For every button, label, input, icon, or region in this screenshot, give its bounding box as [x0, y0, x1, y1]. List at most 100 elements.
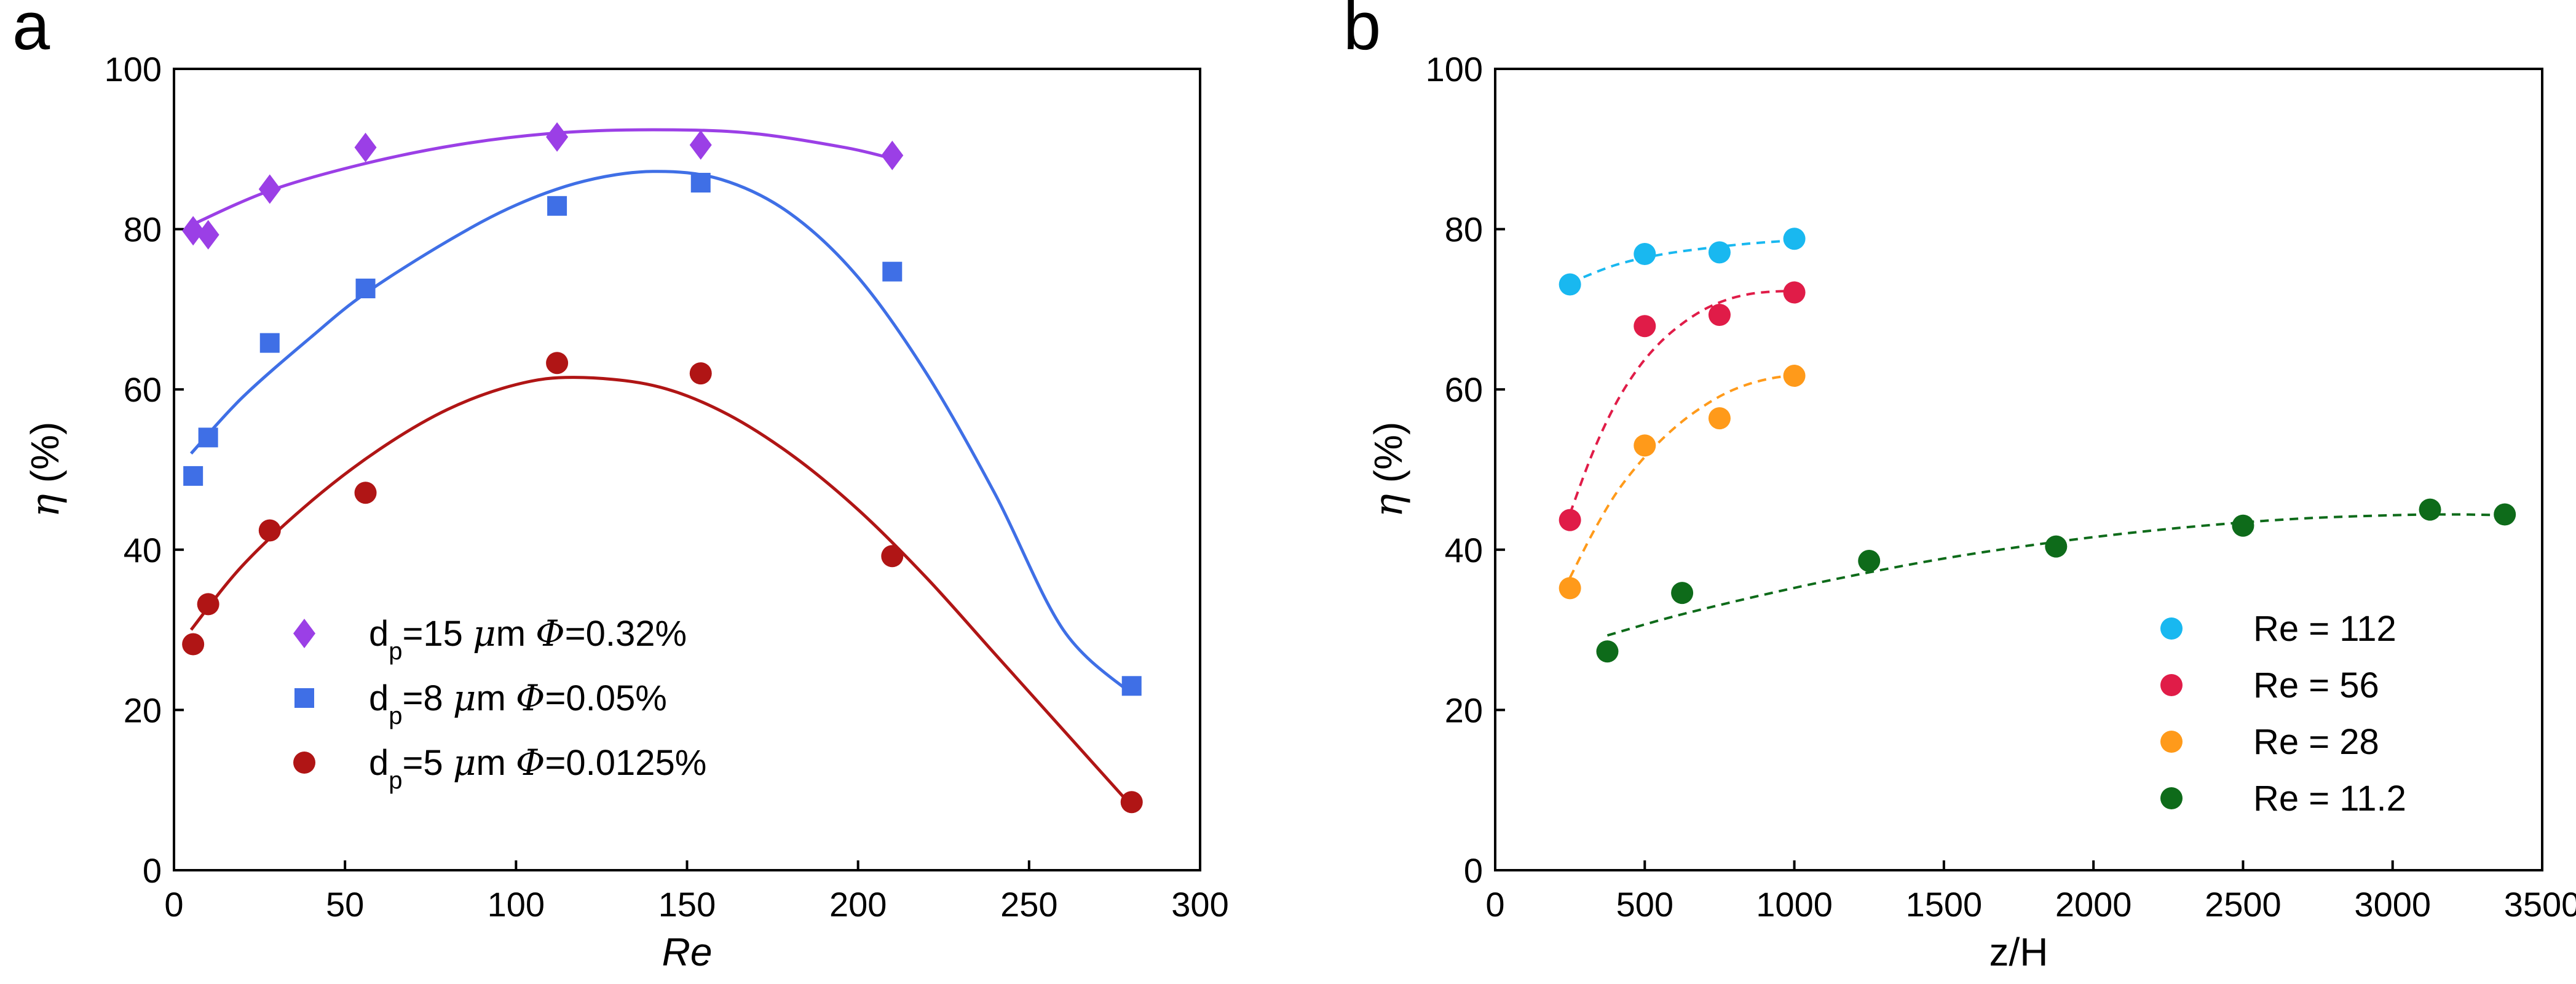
- y-tick-label: 0: [143, 851, 162, 890]
- series-2: [1559, 365, 1806, 600]
- data-point: [183, 466, 203, 486]
- data-point: [547, 196, 567, 216]
- data-point: [1596, 640, 1619, 663]
- legend-label: dp=15 μm Φ=0.32%: [369, 613, 687, 665]
- y-axis-title: η (%): [23, 422, 68, 518]
- fit-curve: [1606, 513, 2505, 637]
- y-tick-label: 20: [1445, 691, 1483, 729]
- data-point: [2419, 498, 2441, 521]
- data-point: [1858, 550, 1881, 573]
- series-1: [1559, 281, 1806, 531]
- data-point: [1120, 791, 1143, 814]
- x-tick-label: 100: [488, 885, 545, 924]
- legend-marker: [2160, 731, 2183, 753]
- series-2: [182, 352, 1143, 814]
- data-point: [1783, 365, 1806, 387]
- data-point: [197, 220, 219, 250]
- fit-curve: [189, 170, 1133, 696]
- y-tick-label: 100: [105, 50, 162, 89]
- fit-curve: [1568, 373, 1795, 579]
- x-tick-label: 1500: [1906, 885, 1983, 924]
- y-tick-label: 20: [124, 691, 162, 729]
- y-tick-label: 60: [1445, 370, 1483, 409]
- legend-marker: [2160, 617, 2183, 640]
- legend-marker: [2160, 787, 2183, 809]
- data-point: [1634, 315, 1656, 338]
- plot-frame: [1494, 68, 2543, 871]
- y-tick-label: 0: [1464, 851, 1483, 890]
- x-tick-label: 0: [164, 885, 183, 924]
- legend-label: Re = 56: [2253, 665, 2379, 705]
- y-axis-unit: (%): [23, 422, 67, 494]
- x-tick-label: 500: [1616, 885, 1673, 924]
- data-point: [197, 593, 219, 616]
- x-tick-label: 3000: [2354, 885, 2431, 924]
- data-point: [1708, 407, 1731, 430]
- data-point: [1708, 304, 1731, 327]
- chart-panel-a: a 0 50 100 150 200 250 300 0 20 40 60 80 100 Re η (%) dp…: [12, 0, 1229, 974]
- data-point: [259, 333, 280, 353]
- x-tick-label: 200: [829, 885, 887, 924]
- data-point: [354, 482, 377, 504]
- legend: Re = 112 Re = 56 Re = 28 Re = 11.2: [2160, 609, 2406, 819]
- x-tick-label: 50: [326, 885, 364, 924]
- legend-marker: [293, 619, 315, 648]
- series-0: [182, 122, 904, 250]
- y-tick-label: 80: [124, 210, 162, 249]
- y-tick-label: 100: [1426, 50, 1483, 89]
- data-point: [1559, 577, 1581, 600]
- y-tick-label: 40: [124, 531, 162, 569]
- legend-label: dp=8 μm Φ=0.05%: [369, 677, 667, 729]
- data-point: [689, 130, 712, 160]
- legend-label: dp=5 μm Φ=0.0125%: [369, 742, 706, 794]
- series-3: [1596, 498, 2516, 663]
- data-point: [1708, 241, 1731, 264]
- data-point: [1634, 434, 1656, 457]
- panel-label: a: [12, 0, 50, 64]
- data-point: [882, 261, 903, 282]
- x-axis-title: Re: [662, 930, 713, 974]
- legend-label: Re = 112: [2253, 609, 2396, 649]
- data-point: [182, 633, 205, 656]
- x-tick-label: 250: [1000, 885, 1057, 924]
- x-tick-label: 2500: [2205, 885, 2282, 924]
- panel-label: b: [1343, 0, 1381, 64]
- legend-marker: [2160, 674, 2183, 696]
- y-axis-symbol: η: [1366, 494, 1412, 517]
- y-tick-label: 40: [1445, 531, 1483, 569]
- data-point: [690, 173, 711, 193]
- legend-marker: [294, 688, 314, 708]
- y-axis-title: η (%): [1366, 422, 1412, 518]
- data-point: [198, 427, 218, 448]
- data-point: [1559, 273, 1581, 296]
- data-point: [1121, 676, 1142, 696]
- x-axis-title: z/H: [1989, 930, 2049, 974]
- data-point: [258, 174, 281, 204]
- data-point: [881, 140, 904, 170]
- fit-curve: [1569, 239, 1795, 284]
- data-point: [1634, 242, 1656, 265]
- series-0: [1559, 228, 1806, 296]
- data-point: [546, 352, 569, 375]
- x-tick-label: 300: [1171, 885, 1228, 924]
- data-point: [182, 216, 205, 246]
- data-point: [1671, 582, 1694, 605]
- fit-curve: [189, 376, 1133, 807]
- data-point: [2494, 503, 2516, 526]
- data-point: [1783, 281, 1806, 304]
- data-point: [355, 279, 376, 299]
- data-point: [2045, 535, 2068, 558]
- data-point: [881, 545, 904, 568]
- chart-panel-b: b 0 500 1000 1500 2000 2500 3000 3500 0 20 40 60 80 10…: [1343, 0, 2576, 974]
- data-point: [1783, 228, 1806, 250]
- x-tick-label: 0: [1485, 885, 1504, 924]
- legend: dp=15 μm Φ=0.32% dp=8 μm Φ=0.05% dp=5 μm Φ…: [293, 613, 706, 794]
- data-point: [689, 362, 712, 385]
- legend-marker: [293, 752, 315, 774]
- y-tick-label: 80: [1445, 210, 1483, 249]
- legend-label: Re = 28: [2253, 722, 2379, 762]
- data-point: [1559, 509, 1581, 531]
- x-tick-label: 1000: [1756, 885, 1833, 924]
- data-point: [546, 122, 569, 152]
